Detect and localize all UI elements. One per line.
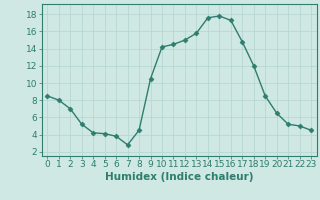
X-axis label: Humidex (Indice chaleur): Humidex (Indice chaleur): [105, 172, 253, 182]
